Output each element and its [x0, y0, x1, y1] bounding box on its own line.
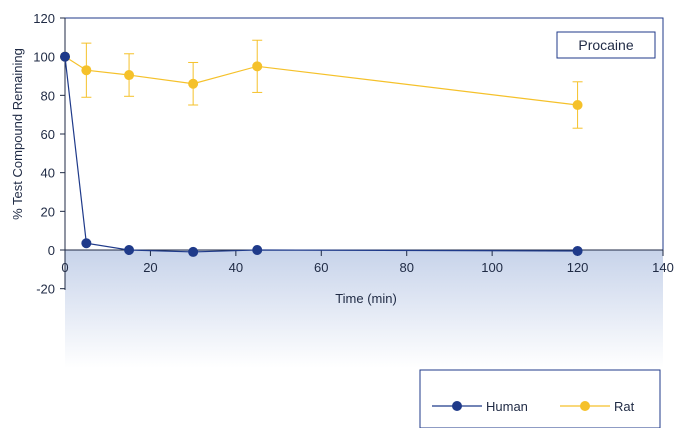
y-axis-title: % Test Compound Remaining — [10, 48, 25, 220]
y-tick-label: 20 — [41, 204, 55, 219]
data-point-human — [60, 51, 70, 62]
x-tick-label: 100 — [481, 260, 503, 275]
data-point-human — [81, 238, 92, 249]
legend-marker — [452, 401, 462, 411]
data-point-rat — [188, 78, 199, 89]
y-tick-label: 120 — [33, 11, 55, 26]
x-tick-label: 140 — [652, 260, 674, 275]
x-tick-label: 120 — [567, 260, 589, 275]
series-layer — [60, 39, 583, 257]
data-point-human — [252, 245, 263, 255]
series-line-human — [64, 56, 578, 253]
data-point-rat — [572, 100, 583, 110]
y-tick-label: -20 — [36, 282, 55, 297]
data-point-rat — [252, 61, 263, 72]
y-tick-label: 40 — [41, 166, 55, 181]
compound-tag-box — [556, 31, 656, 59]
x-tick-label: 20 — [143, 260, 157, 275]
legend-marker — [580, 401, 590, 411]
x-axis-title: Time (min) — [335, 291, 397, 306]
data-point-rat — [81, 65, 92, 76]
series-human — [60, 51, 583, 257]
data-point-human — [572, 245, 583, 256]
x-tick-label: 40 — [229, 260, 243, 275]
legend-label: Rat — [614, 399, 635, 414]
legend-item-human: Human — [432, 399, 528, 414]
data-point-rat — [124, 70, 135, 81]
y-tick-label: 100 — [33, 50, 55, 65]
lower-shade — [65, 250, 663, 368]
y-tick-label: 0 — [48, 243, 55, 258]
data-point-human — [124, 245, 135, 255]
legend-label: Human — [486, 399, 528, 414]
series-line-rat — [64, 56, 578, 106]
legend-item-rat: Rat — [560, 399, 635, 414]
legend: Human Rat — [432, 399, 635, 414]
y-tick-label: 80 — [41, 88, 55, 103]
y-axis-ticks: 120 100 80 60 40 20 0 -20 — [33, 11, 65, 297]
x-axis-ticks: 0 20 40 60 80 100 120 140 — [61, 250, 674, 275]
data-point-human — [188, 246, 199, 257]
x-tick-label: 80 — [399, 260, 413, 275]
compound-tag: Procaine — [578, 37, 633, 53]
y-tick-label: 60 — [41, 127, 55, 142]
x-tick-label: 0 — [61, 260, 68, 275]
series-rat — [60, 39, 583, 129]
x-tick-label: 60 — [314, 260, 328, 275]
legend-box — [419, 369, 661, 428]
